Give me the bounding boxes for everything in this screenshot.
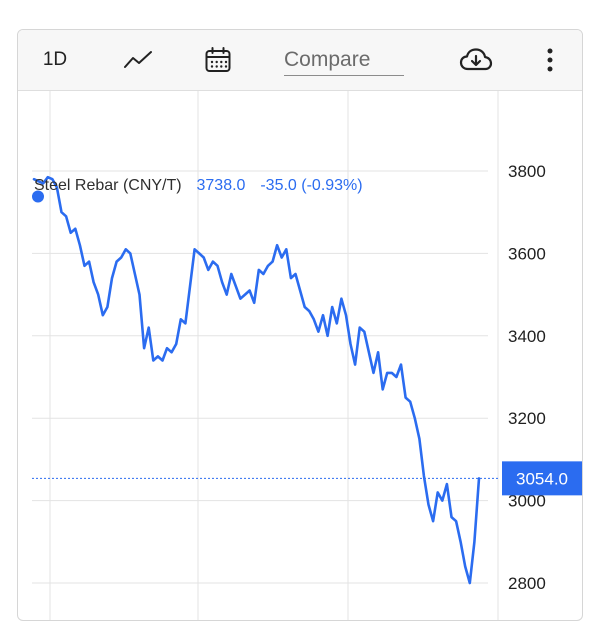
start-point-marker (32, 190, 44, 203)
price-chart[interactable]: 3800 3600 3400 3200 3000 2800 3054.0 Steel Re… (18, 91, 582, 621)
cloud-download-icon (459, 48, 493, 71)
current-price-badge: 3054.0 (502, 461, 582, 496)
chart-legend: Steel Rebar (CNY/T) 3738.0 -35.0 (-0.93%… (34, 177, 363, 195)
period-label: 1D (42, 49, 68, 70)
chart-grid (32, 91, 499, 620)
more-vertical-icon (547, 48, 553, 72)
calendar-icon (205, 47, 231, 72)
cut-off-text-glyphs (16, 0, 316, 6)
compare-input[interactable]: Compare (284, 30, 404, 90)
legend-instrument: Steel Rebar (CNY/T) (34, 177, 182, 194)
y-tick-label: 3000 (508, 492, 546, 511)
compare-underline (284, 75, 404, 76)
compare-placeholder: Compare (284, 48, 371, 71)
current-price-badge-bg (502, 461, 582, 496)
line-chart-icon (124, 51, 152, 68)
y-tick-label: 3600 (508, 244, 546, 263)
legend-change: -35.0 (-0.93%) (260, 177, 363, 194)
legend-last-value: 3738.0 (196, 177, 246, 194)
chart-toolbar: 1D Compare (18, 30, 582, 91)
y-tick-label: 2800 (508, 574, 546, 593)
y-tick-label: 3200 (508, 409, 546, 428)
download-button[interactable] (458, 30, 494, 90)
y-axis-ticks: 3800 3600 3400 3200 3000 2800 (508, 162, 546, 593)
y-tick-label: 3400 (508, 327, 546, 346)
chart-widget: 1D Compare (17, 29, 583, 621)
more-options-button[interactable] (536, 30, 564, 90)
series-line (32, 175, 481, 585)
cut-off-header-text (16, 0, 316, 6)
current-price-label: 3054.0 (516, 469, 568, 488)
y-tick-label: 3800 (508, 162, 546, 181)
period-selector-button[interactable]: 1D (34, 30, 76, 90)
date-range-button[interactable] (200, 30, 236, 90)
chart-type-button[interactable] (118, 30, 158, 90)
price-chart-canvas[interactable]: 3800 3600 3400 3200 3000 2800 3054.0 (18, 91, 582, 621)
